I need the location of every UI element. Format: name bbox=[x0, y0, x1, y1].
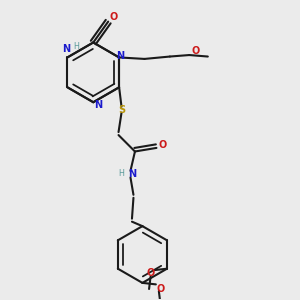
Text: O: O bbox=[146, 268, 155, 278]
Text: O: O bbox=[192, 46, 200, 56]
Text: H: H bbox=[73, 42, 79, 51]
Text: N: N bbox=[94, 100, 102, 110]
Text: N: N bbox=[117, 51, 125, 61]
Text: N: N bbox=[62, 44, 70, 54]
Text: S: S bbox=[118, 105, 125, 115]
Text: O: O bbox=[158, 140, 166, 150]
Text: H: H bbox=[118, 169, 124, 178]
Text: O: O bbox=[156, 284, 164, 294]
Text: N: N bbox=[128, 169, 136, 179]
Text: O: O bbox=[110, 12, 118, 22]
